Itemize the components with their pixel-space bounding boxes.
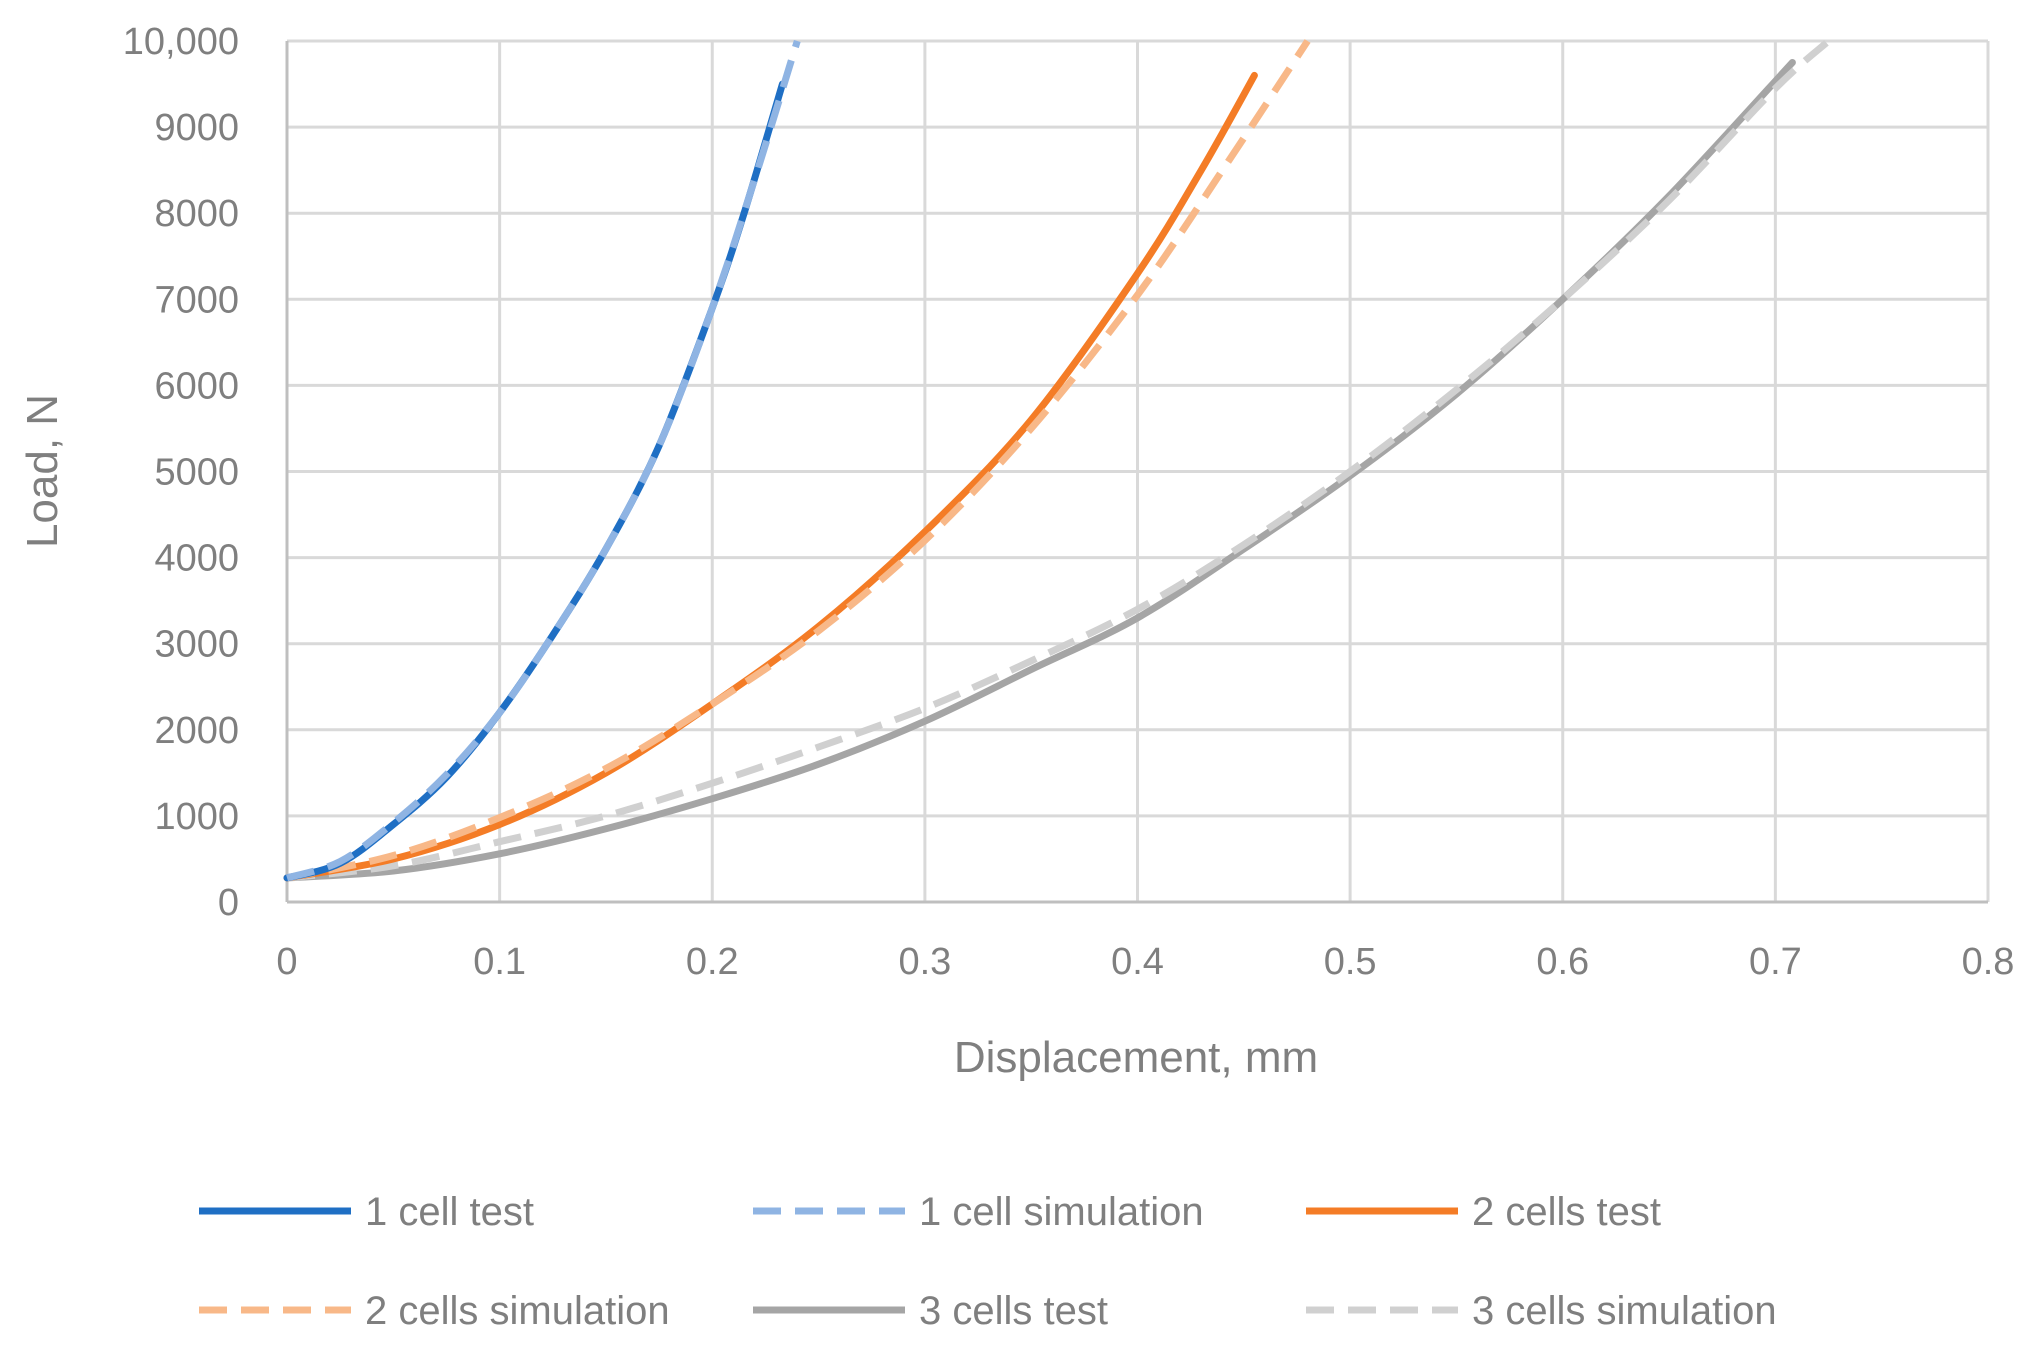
y-tick-label: 10,000	[123, 21, 239, 63]
x-tick-label: 0.5	[1324, 941, 1377, 983]
legend-label: 1 cell simulation	[919, 1190, 1204, 1234]
y-tick-label: 3000	[154, 624, 239, 666]
x-tick-label: 0	[276, 941, 297, 983]
series-line-1-cell-test	[283, 80, 786, 882]
x-tick-label: 0.3	[898, 941, 951, 983]
tick-labels: 0 1000 2000 3000 4000 5000 6000 7000 8000 9000 10,…	[123, 21, 2015, 983]
series-lines	[283, 38, 1831, 882]
legend-item-1-cell-simulation: 1 cell simulation	[753, 1190, 1204, 1234]
legend: 1 cell test 1 cell simulation 2 cells test…	[199, 1190, 1777, 1333]
x-axis-title: Displacement, mm	[954, 1033, 1318, 1082]
legend-item-2-cells-simulation: 2 cells simulation	[199, 1289, 670, 1333]
x-tick-label: 0.1	[473, 941, 526, 983]
series-line-1-cell-simulation	[285, 39, 801, 882]
legend-label: 3 cells test	[919, 1289, 1108, 1333]
legend-label: 3 cells simulation	[1472, 1289, 1777, 1333]
x-tick-label: 0.4	[1111, 941, 1164, 983]
y-tick-label: 2000	[154, 710, 239, 752]
series-line-3-cells-simulation	[286, 38, 1831, 882]
series-line-2-cells-test	[283, 71, 1258, 882]
y-tick-label: 4000	[154, 538, 239, 580]
x-tick-label: 0.7	[1749, 941, 1802, 983]
x-tick-label: 0.2	[686, 941, 739, 983]
x-tick-label: 0.8	[1962, 941, 2015, 983]
legend-label: 1 cell test	[365, 1190, 534, 1234]
series-line-3-cells-test	[283, 59, 1796, 882]
grid-lines	[287, 39, 1990, 902]
legend-label: 2 cells simulation	[365, 1289, 670, 1333]
y-tick-label: 9000	[154, 107, 239, 149]
legend-label: 2 cells test	[1472, 1190, 1661, 1234]
y-tick-label: 8000	[154, 193, 239, 235]
y-tick-label: 0	[218, 882, 239, 924]
legend-item-2-cells-test: 2 cells test	[1306, 1190, 1661, 1234]
y-tick-label: 5000	[154, 452, 239, 494]
legend-item-3-cells-simulation: 3 cells simulation	[1306, 1289, 1777, 1333]
y-tick-label: 6000	[154, 365, 239, 407]
legend-item-3-cells-test: 3 cells test	[753, 1289, 1108, 1333]
legend-item-1-cell-test: 1 cell test	[199, 1190, 534, 1234]
y-tick-label: 7000	[154, 279, 239, 321]
axes	[285, 41, 1988, 904]
y-axis-title: Load, N	[18, 394, 67, 548]
x-tick-label: 0.6	[1536, 941, 1589, 983]
y-tick-label: 1000	[154, 796, 239, 838]
